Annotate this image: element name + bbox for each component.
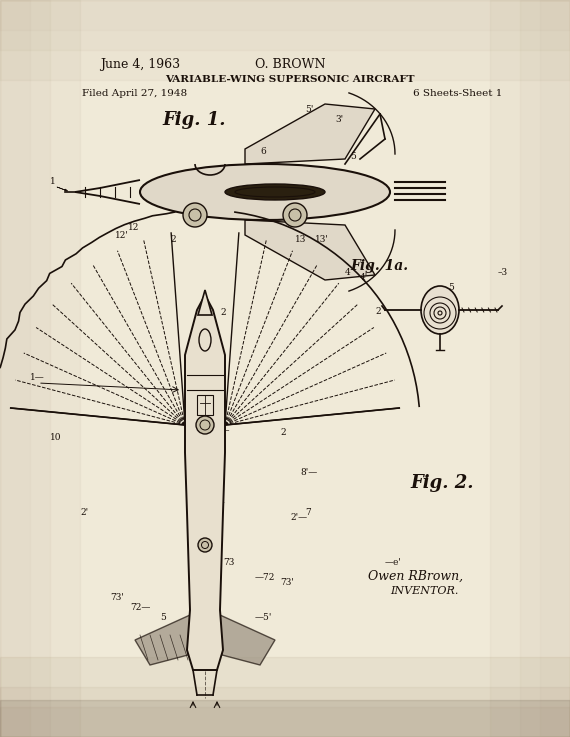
Text: 2: 2 [170,235,176,244]
Text: 3': 3' [335,115,343,124]
Ellipse shape [421,286,459,334]
Text: 6 Sheets-Sheet 1: 6 Sheets-Sheet 1 [413,89,503,98]
Text: 6: 6 [260,147,266,156]
Bar [0,0,570,30]
Bar [520,0,570,737]
Ellipse shape [140,164,390,220]
Text: 5: 5 [350,152,356,161]
Text: 72—: 72— [130,603,150,612]
FancyArrow shape [57,187,68,191]
Circle shape [196,416,214,434]
Text: June 4, 1963: June 4, 1963 [100,58,180,71]
Text: VARIABLE-WING SUPERSONIC AIRCRAFT: VARIABLE-WING SUPERSONIC AIRCRAFT [165,75,415,84]
Text: 11—: 11— [210,426,230,435]
Text: Fig. 1a.: Fig. 1a. [350,259,408,273]
Polygon shape [245,104,375,164]
Text: —e': —e' [385,558,402,567]
Text: —72: —72 [255,573,275,582]
Text: 1—: 1— [30,373,45,382]
Text: 73': 73' [280,578,294,587]
Polygon shape [198,290,212,315]
Circle shape [198,538,212,552]
Text: 3: 3 [215,536,221,545]
Text: O. BROWN: O. BROWN [255,58,325,71]
Bar [0,707,570,737]
Text: 9—: 9— [210,498,225,507]
Text: 2: 2 [220,308,226,317]
Text: 13: 13 [295,235,307,244]
Text: 12: 12 [128,223,140,232]
Bar [0,0,570,50]
Text: 8'—: 8'— [300,468,317,477]
Text: 6—: 6— [200,458,215,467]
Bar [0,0,570,80]
Text: Fig. 1.: Fig. 1. [162,111,226,129]
Text: 2'—: 2'— [290,513,307,522]
Text: Filed April 27, 1948: Filed April 27, 1948 [82,89,187,98]
Circle shape [183,203,207,227]
Text: Fig. 2.: Fig. 2. [410,474,474,492]
Text: 1: 1 [50,177,56,186]
Text: —5': —5' [255,613,272,622]
Text: Owen RBrown,: Owen RBrown, [368,570,463,583]
Text: –3: –3 [498,268,508,277]
Polygon shape [135,615,190,665]
Circle shape [283,203,307,227]
Text: 2: 2 [375,307,381,316]
Bar [0,0,30,737]
Text: 4': 4' [360,273,368,282]
Text: 2': 2' [80,508,88,517]
Text: 5: 5 [160,613,166,622]
Bar [0,0,50,737]
Text: 5': 5' [305,105,314,114]
Text: 73: 73 [223,558,234,567]
Text: 7: 7 [305,508,311,517]
Bar [0,657,570,737]
Text: 13': 13' [315,235,329,244]
Bar [540,0,570,737]
Text: 4: 4 [345,268,351,277]
Text: 73': 73' [110,593,124,602]
Bar [0,700,570,737]
Bar [490,0,570,737]
Bar [0,0,80,737]
Text: 12': 12' [115,231,129,240]
Text: 10: 10 [50,433,62,442]
Polygon shape [185,295,225,670]
Text: INVENTOR.: INVENTOR. [390,586,458,596]
Text: 44—: 44— [193,398,214,407]
Polygon shape [220,615,275,665]
Bar [197,395,213,415]
Polygon shape [245,220,375,280]
Text: 2: 2 [280,428,286,437]
Ellipse shape [225,184,325,200]
Bar [0,687,570,737]
Text: 5: 5 [448,283,454,292]
